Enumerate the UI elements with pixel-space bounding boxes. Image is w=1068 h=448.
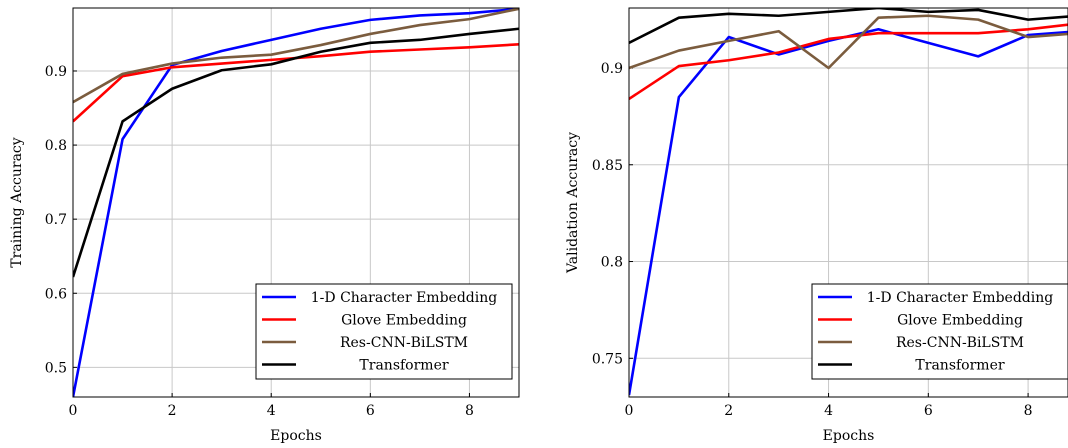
legend: 1-D Character Embedding Glove Embedding Re… xyxy=(255,283,513,380)
y-tick-label: 0.7 xyxy=(45,212,67,228)
val-series-line-transformer xyxy=(629,8,1068,45)
x-tick-label: 6 xyxy=(366,403,375,419)
plot-frame xyxy=(72,7,520,398)
x-tick-label: 0 xyxy=(625,403,634,419)
validation-accuracy-chart: 0 2 4 6 8 0.75 0.8 0.85 0.9 Epochs Validation Accu… xyxy=(565,7,1068,444)
y-tick-label: 0.9 xyxy=(45,64,67,80)
legend-entry: Transformer xyxy=(915,358,1004,374)
x-tick-label: 0 xyxy=(69,403,78,419)
train-series-line-transformer xyxy=(73,27,519,278)
y-tick-label: 0.8 xyxy=(45,138,67,154)
x-tick-label: 4 xyxy=(267,403,276,419)
train-series-line-1-d-character-embedding xyxy=(73,8,519,397)
y-tick-label: 0.8 xyxy=(601,255,623,271)
y-tick-label: 0.9 xyxy=(601,61,623,77)
legend-entry: Glove Embedding xyxy=(897,313,1023,329)
x-tick-label: 4 xyxy=(824,403,833,419)
legend-entry: Transformer xyxy=(359,358,448,374)
y-axis-label: Training Accuracy xyxy=(9,137,25,267)
y-tick-label: 0.85 xyxy=(592,158,623,174)
y-tick-label: 0.75 xyxy=(592,351,623,367)
plot-frame xyxy=(628,7,1068,398)
legend-entry: Res-CNN-BiLSTM xyxy=(896,335,1024,351)
legend: 1-D Character Embedding Glove Embedding Re… xyxy=(811,283,1068,380)
legend-entry: 1-D Character Embedding xyxy=(311,290,497,306)
x-axis-label: Epochs xyxy=(270,428,322,444)
y-tick-label: 0.5 xyxy=(45,360,67,376)
legend-entry: Glove Embedding xyxy=(341,313,467,329)
x-tick-label: 8 xyxy=(465,403,474,419)
y-axis-label: Validation Accuracy xyxy=(565,132,581,274)
training-accuracy-chart: 0 2 4 6 8 0.5 0.6 0.7 0.8 0.9 Epochs Training Accur… xyxy=(9,7,520,444)
x-tick-label: 2 xyxy=(724,403,733,419)
x-tick-label: 2 xyxy=(168,403,177,419)
x-tick-label: 6 xyxy=(924,403,933,419)
val-series-line-glove-embedding xyxy=(629,23,1068,101)
x-axis-label: Epochs xyxy=(823,428,875,444)
legend-entry: 1-D Character Embedding xyxy=(867,290,1053,306)
train-series-line-res-cnn-bilstm xyxy=(73,8,519,104)
y-tick-label: 0.6 xyxy=(45,286,67,302)
legend-entry: Res-CNN-BiLSTM xyxy=(340,335,468,351)
x-tick-label: 8 xyxy=(1024,403,1033,419)
val-series-line-res-cnn-bilstm xyxy=(629,14,1068,70)
